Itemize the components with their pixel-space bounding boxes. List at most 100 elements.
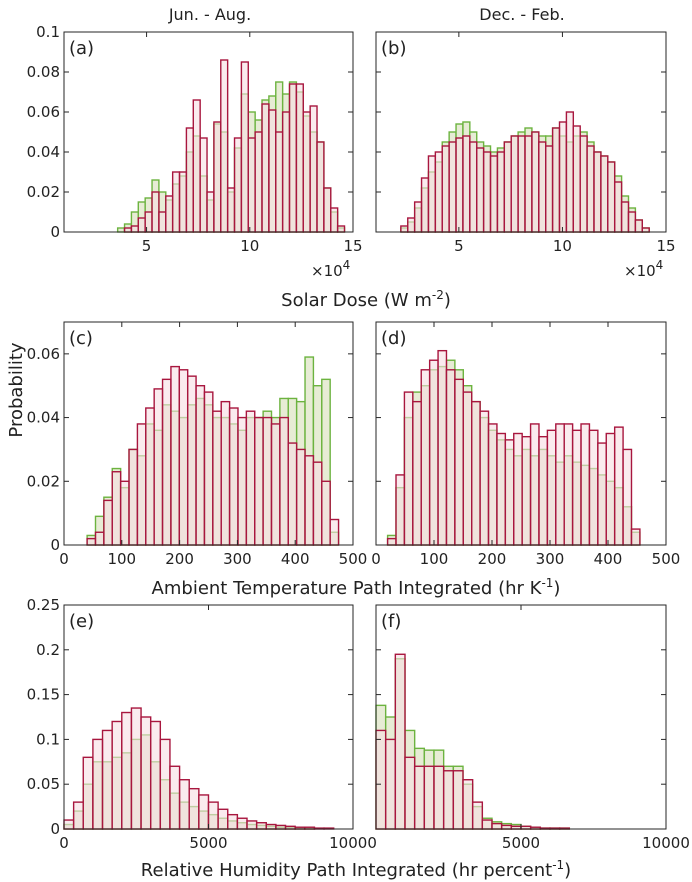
x-tick-label: 100 — [420, 550, 449, 568]
bar-red — [220, 59, 229, 233]
bar-red — [462, 391, 473, 546]
bar-red — [546, 429, 557, 546]
bar-red — [92, 738, 104, 830]
bar-red — [228, 407, 239, 546]
x-axis-label-solar-main: Solar Dose (W m — [281, 290, 432, 311]
bar-red — [336, 225, 346, 233]
bar-red — [86, 537, 97, 546]
bar-red — [199, 137, 208, 233]
y-tick-label: 0.06 — [27, 103, 60, 121]
bar-red — [434, 151, 443, 233]
bar-red — [503, 141, 512, 233]
bar-red — [404, 756, 416, 830]
bar-red — [471, 400, 481, 546]
series-red-a — [123, 59, 346, 233]
x-multiplier-exp: 4 — [343, 258, 351, 272]
bar-red — [607, 161, 616, 233]
bar-red — [130, 707, 142, 830]
bar-red — [111, 471, 122, 546]
bar-red — [226, 187, 236, 233]
bar-red — [586, 145, 595, 233]
x-tick-label: 300 — [223, 550, 252, 568]
x-tick-label: 10 — [240, 237, 259, 255]
bar-red — [186, 375, 197, 546]
x-tick-label: 400 — [594, 550, 623, 568]
panel-label-d: (d) — [381, 328, 406, 349]
x-tick-label: 500 — [652, 550, 681, 568]
bar-red — [247, 137, 256, 233]
x-tick-label: 300 — [536, 550, 565, 568]
bar-red — [471, 801, 484, 830]
panel-f: 5000 10000 (f) — [375, 604, 690, 852]
bar-red — [394, 653, 406, 830]
x-tick-label: 15 — [343, 237, 362, 255]
x-tick-label: 0 — [371, 550, 381, 568]
bar-red — [254, 131, 263, 233]
y-tick-label: 0.2 — [36, 641, 60, 659]
bar-red — [217, 808, 229, 830]
bar-red — [588, 429, 599, 546]
bar-red — [178, 171, 188, 233]
x-axis-label-humidity-main: Relative Humidity Path Integrated (hr pe… — [141, 860, 552, 881]
bar-red — [304, 455, 315, 546]
bar-red — [613, 426, 624, 546]
y-tick-label: 0.02 — [27, 472, 60, 490]
panel-label-a: (a) — [69, 38, 94, 59]
x-axis-label-temperature-sup: -1 — [541, 576, 553, 590]
bar-red — [521, 435, 532, 546]
bar-red — [227, 813, 239, 830]
series-red-c — [86, 365, 340, 546]
x-tick-label: 200 — [165, 550, 194, 568]
y-tick-label: 0 — [50, 536, 60, 554]
bar-red — [128, 448, 139, 546]
bar-red — [220, 400, 231, 546]
x-tick-label: 100 — [107, 550, 136, 568]
bar-red — [330, 207, 339, 233]
axes-box-c — [63, 321, 354, 546]
bar-red — [270, 423, 281, 546]
y-tick-label: 0.1 — [36, 730, 60, 748]
bar-red — [140, 716, 152, 830]
bar-red — [171, 171, 181, 233]
bar-red — [192, 99, 201, 233]
bar-red — [72, 801, 84, 830]
bar-red — [279, 416, 289, 546]
bar-red — [386, 537, 397, 546]
bar-red — [622, 448, 633, 546]
bar-red — [613, 181, 623, 233]
bar-red — [551, 127, 561, 233]
bar-red — [161, 378, 172, 546]
bar-red — [130, 225, 139, 233]
bar-red — [600, 155, 609, 233]
x-tick-label: 10000 — [642, 834, 690, 852]
bar-red — [323, 187, 332, 233]
bar-red — [170, 365, 181, 546]
y-tick-label: 0 — [50, 820, 60, 838]
bar-red — [287, 442, 298, 546]
x-axis-label-humidity: Relative Humidity Path Integrated (hr pe… — [141, 858, 571, 881]
y-tick-label: 0 — [50, 223, 60, 241]
bar-red — [500, 824, 513, 830]
bar-red — [275, 824, 287, 830]
bar-red — [213, 121, 222, 233]
bar-red — [149, 720, 162, 830]
bar-red — [255, 822, 267, 830]
panel-label-c: (c) — [69, 328, 93, 349]
bar-red — [479, 410, 490, 546]
bar-red — [481, 819, 493, 830]
bar-red — [517, 135, 526, 233]
bar-red — [442, 770, 455, 830]
bar-red — [309, 105, 318, 233]
bar-red — [94, 531, 105, 546]
panel-label-b: (b) — [381, 38, 406, 59]
bar-red — [487, 423, 498, 546]
bar-red — [627, 211, 637, 233]
bar-red — [462, 135, 471, 233]
bar-red — [413, 201, 423, 233]
bar-red — [207, 801, 219, 830]
bar-red — [101, 729, 113, 830]
bar-red — [395, 474, 406, 546]
bar-red — [572, 125, 581, 233]
bar-red — [329, 518, 340, 546]
bar-red — [565, 111, 575, 233]
